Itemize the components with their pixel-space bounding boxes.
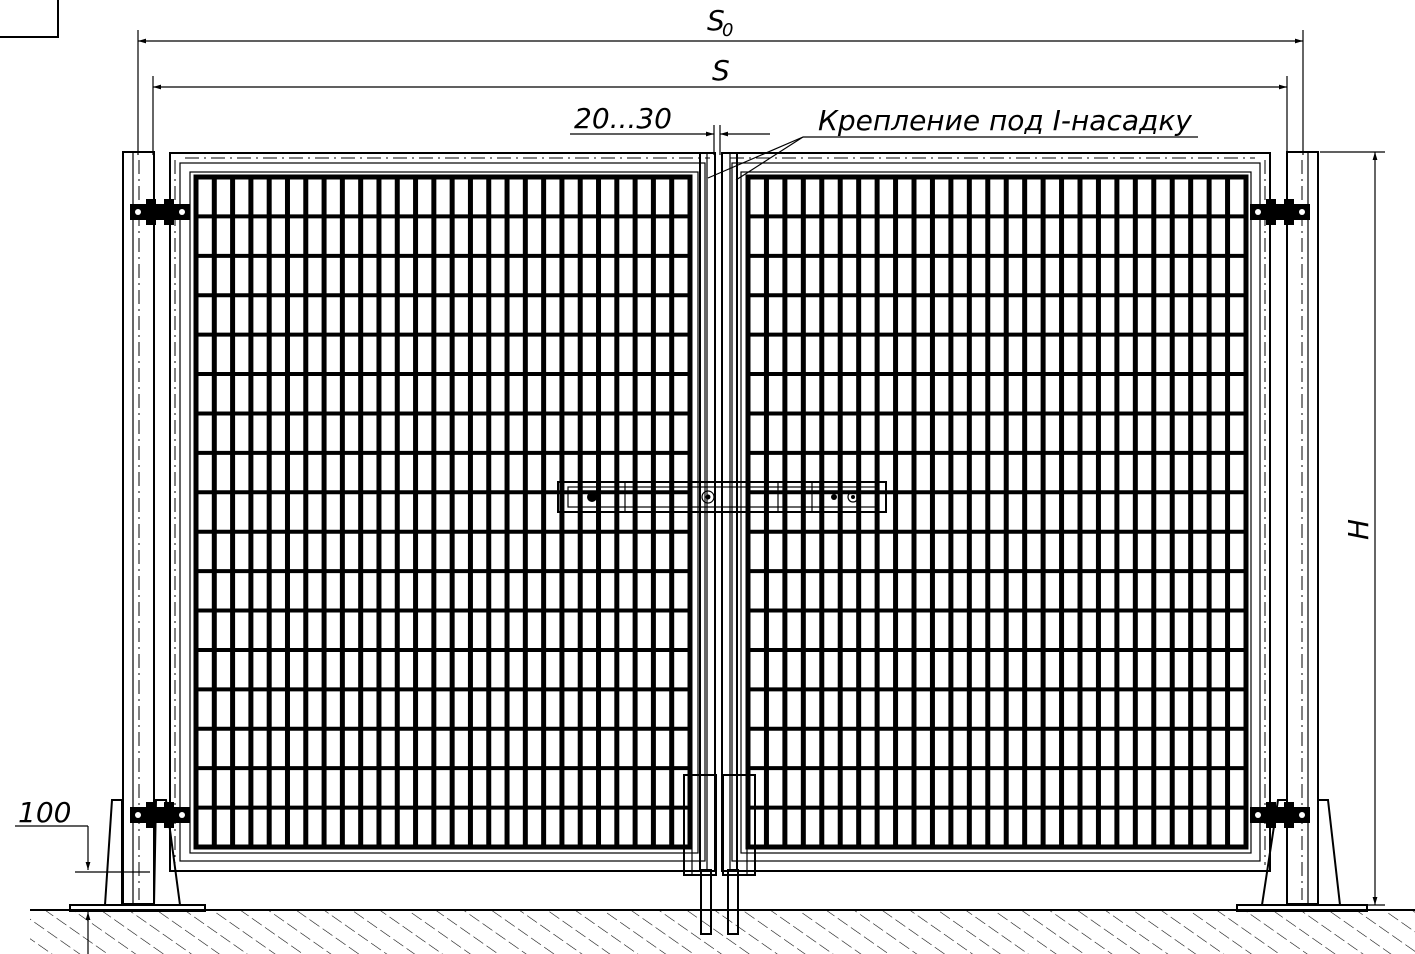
hinge-part (179, 812, 185, 818)
hinge-part (135, 209, 141, 215)
hinge (1250, 199, 1310, 225)
corner-frame (0, 0, 59, 38)
h-label: H (1342, 519, 1375, 540)
hinge-part (1299, 812, 1305, 818)
hinge-part (146, 802, 156, 828)
hinge (130, 199, 190, 225)
left-mesh-panel (193, 174, 693, 850)
hinge-part (179, 209, 185, 215)
hinge-part (130, 204, 190, 220)
callout-text: Крепление под I-насадку (818, 104, 1192, 137)
callout-mount: Крепление под I-насадку (707, 104, 1198, 181)
hinge-part (1284, 199, 1294, 225)
hinge-part (135, 812, 141, 818)
hinge-part (164, 802, 174, 828)
hinge-part (1266, 802, 1276, 828)
hinge-part (1250, 807, 1310, 823)
hinge-part (1284, 802, 1294, 828)
hinge-part (1255, 812, 1261, 818)
dimension-h: H (1320, 151, 1385, 906)
hinge-part (146, 199, 156, 225)
s-label: S (712, 54, 730, 87)
ground (30, 909, 1415, 954)
hinge-part (1250, 204, 1310, 220)
gap-label: 20...30 (574, 102, 672, 135)
dimension-gap: 20...30 (570, 102, 770, 155)
hinge-part (164, 199, 174, 225)
dimension-s: S (152, 54, 1288, 155)
s0-subscript: 0 (722, 20, 733, 41)
hinge-part (130, 807, 190, 823)
hinge-part (1255, 209, 1261, 215)
ground-bolts (683, 774, 756, 935)
latch-bolt (557, 481, 887, 513)
dimension-base: 100 (15, 796, 150, 954)
base-label: 100 (18, 796, 71, 829)
hinge (1250, 802, 1310, 828)
dimension-s0: S 0 (137, 4, 1304, 155)
hinge-part (1299, 209, 1305, 215)
right-post (1236, 151, 1368, 912)
hinges (130, 199, 1310, 828)
s0-label: S (707, 4, 725, 37)
hinge (130, 802, 190, 828)
left-post (69, 151, 206, 912)
hinge-part (1266, 199, 1276, 225)
